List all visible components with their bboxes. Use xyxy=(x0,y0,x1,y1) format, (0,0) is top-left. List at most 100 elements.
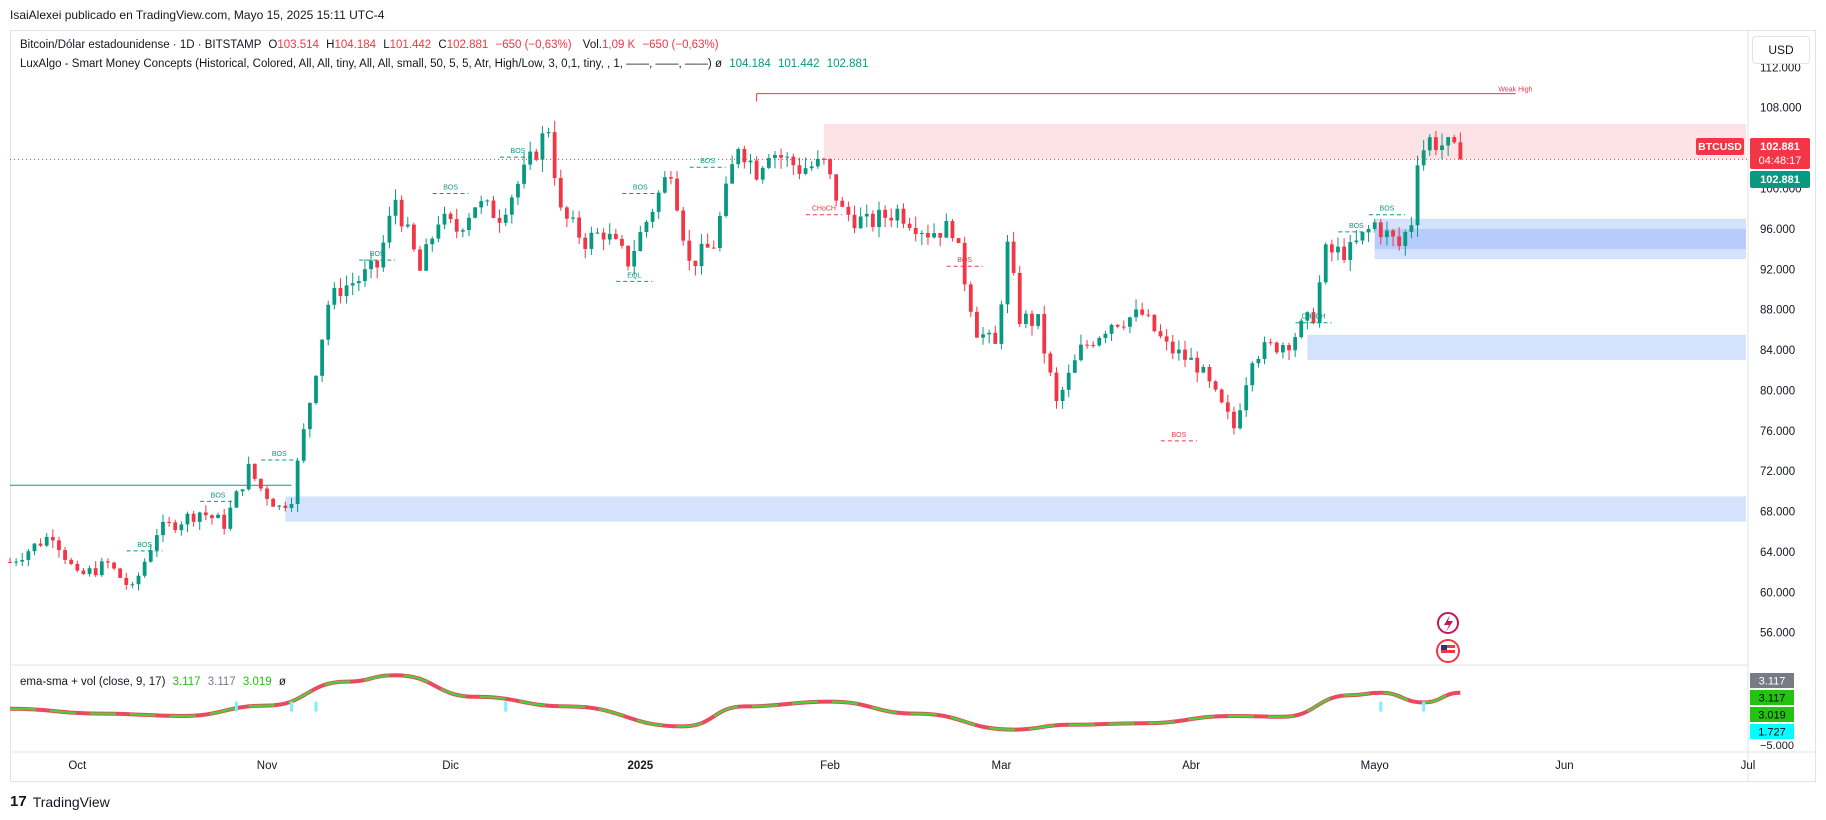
candle-body xyxy=(467,217,471,231)
candle-body xyxy=(534,151,539,160)
candle-body xyxy=(1036,314,1041,326)
low-value: 101.442 xyxy=(389,39,432,51)
candle-body xyxy=(479,201,484,208)
volume-spike xyxy=(1379,701,1383,712)
candle-body xyxy=(118,568,123,578)
time-tick-label: Dic xyxy=(442,760,459,772)
candle-body xyxy=(981,334,985,338)
candle-body xyxy=(301,429,306,461)
volume-spike xyxy=(504,701,508,712)
structure-label: BOS xyxy=(957,257,972,264)
candle-body xyxy=(161,521,165,536)
candle-body xyxy=(852,214,857,229)
oscillator-value-tag-text: 1.727 xyxy=(1758,727,1786,739)
candle-body xyxy=(1060,389,1065,401)
oscillator-title[interactable]: ema-sma + vol (close, 9, 17) xyxy=(20,676,166,688)
candle-body xyxy=(779,154,783,158)
candle-body xyxy=(265,488,269,499)
candle-body xyxy=(1311,312,1316,324)
candle-body xyxy=(252,463,257,479)
candle-body xyxy=(63,550,67,560)
candle-body xyxy=(785,156,790,158)
indicator-title[interactable]: LuxAlgo - Smart Money Concepts (Historic… xyxy=(20,58,712,70)
lightning-glyph xyxy=(1444,615,1453,632)
price-tick-label: 76.000 xyxy=(1760,426,1795,438)
candle-body xyxy=(356,281,361,284)
candle-body xyxy=(167,521,172,523)
candle-body xyxy=(448,213,453,220)
currency-button[interactable]: USD xyxy=(1752,36,1810,64)
candle-body xyxy=(822,158,826,160)
time-tick-label: Mar xyxy=(991,760,1011,772)
oscillator-legend: ema-sma + vol (close, 9, 17) 3.117 3.117… xyxy=(20,676,286,688)
candle-body xyxy=(1146,314,1151,316)
candle-body xyxy=(130,584,135,586)
candle-body xyxy=(112,562,116,569)
candle-body xyxy=(1091,344,1096,346)
candle-body xyxy=(540,133,545,160)
candle-body xyxy=(650,211,655,222)
time-tick-label: Nov xyxy=(257,760,278,772)
candle-body xyxy=(1458,142,1463,160)
candle-body xyxy=(1042,314,1047,354)
tradingview-logo[interactable]: 17 TradingView xyxy=(10,793,110,810)
candle-body xyxy=(968,284,973,312)
oscillator-value-3: 3.019 xyxy=(242,676,272,688)
price-tick-label: 56.000 xyxy=(1760,628,1795,640)
candle-body xyxy=(613,233,618,239)
demand-zone-inner xyxy=(1374,228,1746,250)
symbol-tag xyxy=(1696,138,1744,155)
candle-body xyxy=(693,260,698,267)
candle-body xyxy=(705,243,710,248)
candle-body xyxy=(583,237,588,249)
supply-zone xyxy=(823,123,1746,160)
candle-body xyxy=(1189,357,1194,360)
close-label: C xyxy=(438,39,447,51)
candle-body xyxy=(724,183,728,216)
price-tick-label: 88.000 xyxy=(1760,305,1795,317)
candle-body xyxy=(1397,236,1402,246)
candle-body xyxy=(797,165,802,174)
candle-body xyxy=(1011,241,1016,273)
candle-body xyxy=(430,238,435,245)
candle-body xyxy=(669,177,673,179)
candle-body xyxy=(607,233,612,240)
candle-body xyxy=(14,561,19,563)
chart-frame xyxy=(10,30,1816,782)
candle-body xyxy=(791,156,796,166)
candle-body xyxy=(1048,353,1053,373)
candle-body xyxy=(32,543,37,552)
candle-body xyxy=(1225,402,1230,412)
candle-body xyxy=(681,210,686,241)
change-value: −650 (−0,63%) xyxy=(495,39,572,51)
symbol-title[interactable]: Bitcoin/Dólar estadounidense · 1D · BITS… xyxy=(20,39,262,51)
candle-body xyxy=(638,232,643,252)
candle-body xyxy=(197,512,202,522)
candle-body xyxy=(124,577,129,585)
candle-body xyxy=(656,192,661,212)
candle-body xyxy=(69,559,74,564)
oscillator-value-tag xyxy=(1750,690,1794,705)
candle-body xyxy=(999,304,1004,344)
candle-body xyxy=(913,227,918,235)
candle-body xyxy=(387,215,392,243)
candle-body xyxy=(1183,349,1187,360)
price-tick-label: 108.000 xyxy=(1760,103,1802,115)
candle-body xyxy=(381,242,386,268)
structure-label: EQL xyxy=(627,272,641,279)
candle-body xyxy=(858,216,863,229)
candle-body xyxy=(210,515,214,519)
oscillator-symbol: ø xyxy=(278,676,286,688)
candle-body xyxy=(350,283,355,286)
candle-body xyxy=(148,550,153,562)
candle-body xyxy=(326,304,331,340)
candle-body xyxy=(1427,137,1432,151)
volume-spike xyxy=(234,701,238,712)
time-tick-label: Oct xyxy=(68,760,87,772)
candle-body xyxy=(369,260,373,270)
candle-body xyxy=(57,540,61,551)
candle-body xyxy=(717,215,722,249)
structure-label: BOS xyxy=(137,542,152,549)
candle-body xyxy=(815,158,820,167)
